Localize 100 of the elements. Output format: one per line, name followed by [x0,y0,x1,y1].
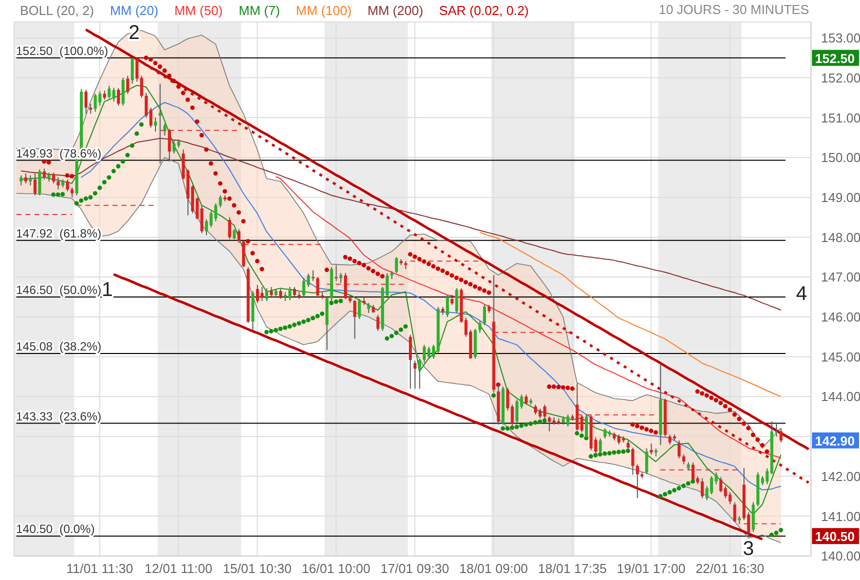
candlestick [103,90,106,100]
candlestick [158,83,162,164]
line-series [479,232,782,398]
candlestick [414,360,416,390]
line-series [112,273,764,541]
candlestick [89,103,92,114]
line-series [136,58,810,484]
candlestick [66,178,69,192]
candlestick [450,294,454,306]
candlestick [237,228,240,244]
x-tick-label: 15/01 10:30 [222,561,292,576]
candlestick [733,502,736,523]
candlestick [636,464,639,499]
text: SAR (0.02, 0.2) [439,3,529,18]
x-tick-label: 12/01 11:00 [144,561,212,576]
candlestick [116,88,120,106]
candlestick [358,298,361,320]
candlestick [700,478,704,499]
y-tick-label: 147.00 [821,270,860,285]
candlestick [418,358,422,390]
x-tick-label: 11/01 11:30 [66,561,134,576]
candlestick [112,87,116,102]
candlestick [376,314,380,332]
candlestick [524,394,528,406]
candlestick [580,414,584,433]
y-tick-label: 153.00 [821,30,860,46]
text: MM (20) [110,3,158,18]
candlestick [293,286,296,298]
y-tick-label: 144.00 [821,389,860,404]
candlestick [28,174,32,186]
annotation: 1 [102,278,113,301]
candlestick [645,448,648,475]
text: MM (50) [174,3,223,18]
candlestick [20,174,23,186]
line-series [275,176,782,458]
chart-subtitle: 10 JOURS - 30 MINUTES [658,2,809,17]
candlestick [446,294,449,318]
y-tick-label: 149.00 [821,190,860,205]
ref-line-label: 143.33 (23.6%) [16,409,102,424]
y-tick-label: 152.00 [821,70,860,86]
text: 142.90 [815,432,855,448]
candlestick [70,186,74,198]
x-tick-label: 18/01 09:00 [459,561,528,576]
candlestick [626,440,630,451]
candlestick [172,139,176,154]
y-tick-label: 141.00 [821,508,860,524]
ref-line-label: 140.50 (0.0%) [16,522,95,536]
ref-line-label: 146.50 (50.0%) [16,282,102,297]
candlestick [780,428,783,443]
candlestick [214,202,218,222]
candlestick [353,300,356,340]
y-tick-label: 148.00 [821,230,860,245]
candlestick [678,440,681,459]
candlestick [126,75,130,94]
text: 140.50 [815,528,855,544]
candlestick [163,123,166,136]
text: 152.50 [815,50,855,66]
candlestick [631,447,634,476]
y-tick-label: 150.00 [821,150,860,166]
candlestick [154,117,158,132]
x-tick-label: 18/01 17:35 [538,561,607,576]
text: MM (7) [238,3,280,18]
candlestick [339,272,342,284]
candlestick [506,387,510,412]
candlestick [478,320,482,334]
candlestick [218,194,222,208]
candlestick [288,286,292,301]
candlestick [566,414,570,427]
candlestick [316,276,320,298]
y-tick-label: 140.00 [821,548,860,564]
candlestick [455,288,458,314]
candlestick [149,107,152,128]
x-tick-label: 19/01 17:00 [616,561,686,576]
candlestick [98,90,102,106]
candlestick [483,304,486,326]
ref-line-label: 145.08 (38.2%) [16,340,102,354]
candlestick [24,172,28,184]
candlestick [84,89,88,114]
candlestick [408,334,412,390]
annotation: 4 [796,282,808,305]
x-tick-label: 17/01 09:30 [380,561,450,576]
candlestick [200,204,204,234]
y-tick-label: 151.00 [821,110,860,126]
x-tick-label: 16/01 10:00 [302,561,370,576]
ref-line-label: 152.50 (100.0%) [16,44,108,58]
candlestick [265,288,268,302]
candlestick [650,443,653,455]
text: BOLL (20, 2) [20,3,94,18]
candlestick [168,128,171,162]
text: MM (200) [368,3,424,18]
annotation: 3 [742,538,754,560]
x-tick-label: 22/01 16:30 [696,561,764,576]
text: MM (100) [296,3,352,18]
y-tick-label: 146.00 [821,310,860,325]
y-tick-label: 145.00 [821,349,860,364]
candlestick [232,228,236,240]
candlestick [279,288,282,300]
candlestick [130,57,134,84]
candlestick [344,272,347,300]
candlestick [56,176,60,190]
